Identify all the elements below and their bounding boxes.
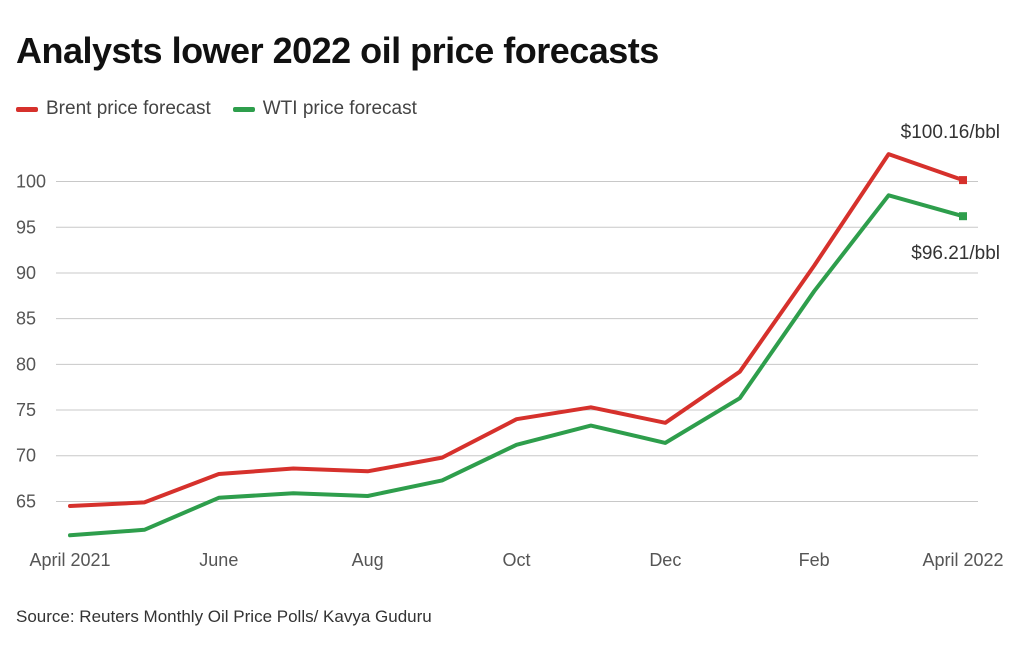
chart-title: Analysts lower 2022 oil price forecasts xyxy=(16,30,659,71)
series-line-0 xyxy=(68,152,965,508)
x-tick-label-0: April 2021 xyxy=(29,550,110,570)
y-tick-label-75: 75 xyxy=(16,400,36,420)
y-tick-label-85: 85 xyxy=(16,309,36,329)
series-end-label-1: $96.21/bbl xyxy=(911,243,1000,264)
x-tick-label-8: Dec xyxy=(649,550,681,570)
y-tick-label-70: 70 xyxy=(16,446,36,466)
x-tick-label-6: Oct xyxy=(502,550,530,570)
series-end-label-0: $100.16/bbl xyxy=(901,122,1000,143)
source-note: Source: Reuters Monthly Oil Price Polls/… xyxy=(16,607,432,626)
x-tick-label-10: Feb xyxy=(799,550,830,570)
y-tick-label-95: 95 xyxy=(16,217,36,237)
legend-swatch-wti xyxy=(232,106,255,112)
legend-label-brent: Brent price forecast xyxy=(46,98,211,119)
legend: Brent price forecast WTI price forecast xyxy=(16,98,439,120)
legend-label-wti: WTI price forecast xyxy=(262,98,417,119)
legend-item-wti: WTI price forecast xyxy=(232,98,417,120)
x-tick-label-12: April 2022 xyxy=(922,550,1003,570)
series-line-1 xyxy=(68,193,965,538)
y-tick-label-90: 90 xyxy=(16,263,36,283)
series-end-marker-1 xyxy=(959,212,967,221)
legend-swatch-brent xyxy=(16,106,38,112)
y-tick-label-80: 80 xyxy=(16,354,36,374)
y-tick-label-100: 100 xyxy=(16,172,46,192)
legend-item-brent: Brent price forecast xyxy=(16,98,211,120)
x-tick-label-2: June xyxy=(199,550,238,570)
x-tick-label-4: Aug xyxy=(352,550,384,570)
series-end-marker-0 xyxy=(959,176,967,185)
y-tick-label-65: 65 xyxy=(16,491,36,511)
